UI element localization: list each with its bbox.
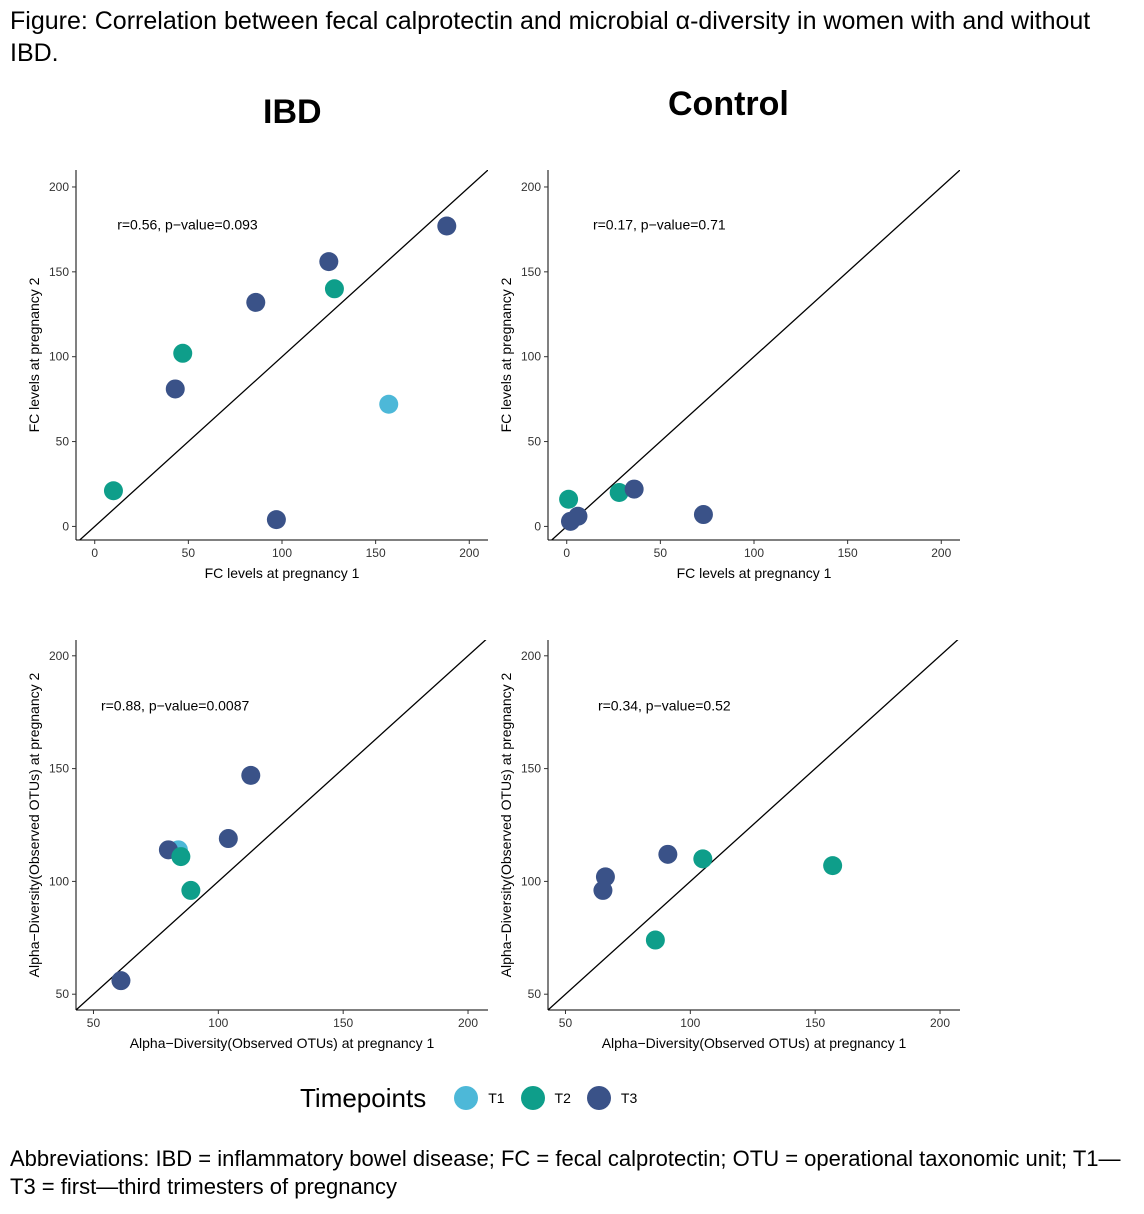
chart0-annotation: r=0.56, p−value=0.093 — [117, 216, 258, 232]
chart2-x-tick-label-3: 200 — [458, 1016, 478, 1030]
chart2-x-tick-label-2: 150 — [333, 1016, 353, 1030]
chart2-x-tick-label-0: 50 — [87, 1016, 101, 1030]
chart0-y-tick-label-1: 50 — [56, 435, 70, 449]
chart1-y-tick-label-3: 150 — [521, 265, 541, 279]
legend-swatch-t3 — [586, 1086, 611, 1110]
chart0-point-7 — [379, 394, 399, 414]
chart3-x-tick-label-2: 150 — [805, 1016, 825, 1030]
chart2-point-3 — [181, 880, 201, 900]
legend-item-t3: T3 — [586, 1086, 638, 1110]
chart3-y-tick-label-2: 150 — [521, 762, 541, 776]
chart1-x-tick-label-1: 50 — [654, 546, 668, 560]
chart2-point-4 — [111, 971, 131, 991]
legend: Timepoints T1 T2 T3 — [300, 1078, 653, 1118]
chart3-y-tick-label-1: 100 — [521, 874, 541, 888]
chart1-point-4 — [624, 479, 644, 499]
chart0-x-axis-title: FC levels at pregnancy 1 — [205, 565, 360, 581]
chart0-point-6 — [324, 279, 344, 299]
chart1-y-tick-label-4: 200 — [521, 180, 541, 194]
chart3-identity-line — [548, 640, 959, 1010]
chart2-point-2 — [171, 847, 191, 867]
chart2-x-tick-label-1: 100 — [208, 1016, 228, 1030]
chart3-y-tick-label-0: 50 — [528, 987, 542, 1001]
chart0-x-tick-label-3: 150 — [366, 546, 386, 560]
chart3-x-axis-title: Alpha−Diversity(Observed OTUs) at pregna… — [602, 1035, 907, 1051]
column-title-ibd: IBD — [263, 93, 322, 131]
legend-item-t1: T1 — [454, 1086, 505, 1110]
legend-swatch-t1 — [454, 1086, 479, 1110]
chart2-y-tick-label-0: 50 — [56, 987, 70, 1001]
legend-swatch-t2 — [520, 1086, 545, 1110]
chart3-point-1 — [593, 880, 613, 900]
chart1-y-axis-title: FC levels at pregnancy 2 — [498, 277, 514, 432]
chart2-y-tick-label-2: 150 — [49, 762, 69, 776]
chart0-y-tick-label-0: 0 — [62, 519, 69, 533]
chart1-y-tick-label-1: 50 — [528, 435, 542, 449]
chart3-point-3 — [658, 844, 678, 864]
chart3-y-axis-title: Alpha−Diversity(Observed OTUs) at pregna… — [498, 672, 514, 977]
chart3-annotation: r=0.34, p−value=0.52 — [598, 697, 731, 713]
chart3-point-5 — [823, 856, 843, 876]
chart1-x-tick-label-2: 100 — [744, 546, 764, 560]
chart0-y-tick-label-2: 100 — [49, 350, 69, 364]
legend-item-t2: T2 — [520, 1086, 571, 1110]
figure-title: Figure: Correlation between fecal calpro… — [10, 7, 1091, 67]
chart0-point-5 — [319, 252, 339, 272]
chart1-y-tick-label-0: 0 — [534, 519, 541, 533]
chart3-point-4 — [693, 849, 713, 869]
chart3-x-tick-label-1: 100 — [680, 1016, 700, 1030]
chart3-y-tick-label-3: 200 — [521, 649, 541, 663]
figure-footnote: Abbreviations: IBD = inflammatory bowel … — [10, 1146, 1121, 1199]
chart0-point-3 — [246, 292, 266, 312]
chart2-identity-line — [76, 640, 487, 1010]
chart2-point-6 — [241, 765, 261, 785]
chart0-x-tick-label-2: 100 — [272, 546, 292, 560]
chart3-point-2 — [645, 930, 665, 950]
chart1-point-3 — [609, 482, 629, 502]
chart-alpha-control: 50 100 150 200 50 100 150 200 Alpha−Diversity(Ob… — [498, 640, 960, 1051]
chart0-y-tick-label-3: 150 — [49, 265, 69, 279]
chart2-point-5 — [218, 829, 238, 849]
chart0-x-tick-label-1: 50 — [182, 546, 196, 560]
chart0-point-8 — [437, 216, 457, 236]
chart0-point-0 — [103, 481, 123, 501]
chart1-annotation: r=0.17, p−value=0.71 — [593, 216, 726, 232]
chart0-identity-line — [78, 170, 488, 540]
legend-label-t3: T3 — [620, 1090, 638, 1106]
chart-fc-control: 0 50 100 150 200 0 50 100 150 200 FC levels at pre… — [498, 170, 960, 581]
chart1-point-5 — [693, 505, 713, 525]
legend-label-t2: T2 — [554, 1090, 571, 1106]
column-title-control: Control — [668, 85, 789, 123]
chart0-x-tick-label-4: 200 — [459, 546, 479, 560]
chart1-x-tick-label-0: 0 — [563, 546, 570, 560]
chart1-x-tick-label-4: 200 — [931, 546, 951, 560]
chart2-y-tick-label-3: 200 — [49, 649, 69, 663]
chart0-y-axis-title: FC levels at pregnancy 2 — [26, 277, 42, 432]
legend-label-t1: T1 — [488, 1090, 505, 1106]
chart0-x-tick-label-0: 0 — [91, 546, 98, 560]
chart1-x-tick-label-3: 150 — [838, 546, 858, 560]
chart2-x-axis-title: Alpha−Diversity(Observed OTUs) at pregna… — [130, 1035, 435, 1051]
legend-title: Timepoints — [300, 1082, 427, 1113]
chart0-y-tick-label-4: 200 — [49, 180, 69, 194]
chart3-x-tick-label-0: 50 — [559, 1016, 573, 1030]
chart1-y-tick-label-2: 100 — [521, 350, 541, 364]
chart2-annotation: r=0.88, p−value=0.0087 — [101, 697, 250, 713]
chart2-y-axis-title: Alpha−Diversity(Observed OTUs) at pregna… — [26, 672, 42, 977]
chart1-point-2 — [568, 506, 588, 526]
chart1-point-0 — [559, 489, 579, 509]
chart-fc-ibd: 0 50 100 150 200 0 50 100 150 200 FC levels at pre… — [26, 170, 488, 581]
chart3-x-tick-label-3: 200 — [930, 1016, 950, 1030]
chart1-identity-line — [550, 170, 960, 540]
chart0-point-4 — [266, 510, 286, 530]
chart1-x-axis-title: FC levels at pregnancy 1 — [677, 565, 832, 581]
chart2-y-tick-label-1: 100 — [49, 874, 69, 888]
chart-alpha-ibd: 50 100 150 200 50 100 150 200 Alpha−Diversity(Ob… — [26, 640, 488, 1051]
chart0-point-2 — [173, 343, 193, 363]
chart0-point-1 — [165, 379, 185, 399]
